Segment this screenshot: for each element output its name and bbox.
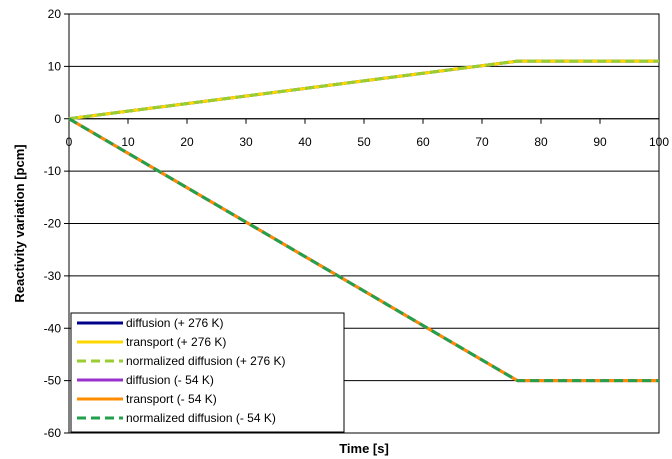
x-tick-label: 80 (534, 135, 548, 149)
x-axis: 0 10 20 30 40 50 60 70 80 90 100 (66, 118, 669, 149)
y-tick-label: -40 (44, 321, 62, 335)
legend-box (70, 312, 345, 433)
legend-label: transport (- 54 K) (126, 392, 217, 406)
legend-label: transport (+ 276 K) (126, 335, 226, 349)
legend-label: diffusion (+ 276 K) (126, 316, 224, 330)
x-tick-label: 40 (298, 135, 312, 149)
x-tick-label: 30 (239, 135, 253, 149)
legend: diffusion (+ 276 K) transport (+ 276 K) no… (70, 312, 345, 433)
y-axis-title: Reactivity variation [pcm] (12, 144, 27, 302)
y-tick-label: 10 (48, 59, 62, 73)
x-tick-label: 100 (649, 135, 669, 149)
y-axis: 20 10 0 -10 -20 -30 -40 -50 -60 (44, 7, 69, 440)
series-line-0 (68, 59, 659, 121)
y-tick-label: -20 (44, 217, 62, 231)
y-tick-label: -30 (44, 269, 62, 283)
legend-label: normalized diffusion (- 54 K) (126, 411, 276, 425)
series-layer (68, 59, 659, 383)
x-tick-label: 0 (66, 135, 73, 149)
series-line-5 (68, 117, 659, 383)
x-tick-label: 90 (593, 135, 607, 149)
x-tick-label: 60 (416, 135, 430, 149)
series-line-2 (68, 59, 659, 121)
y-tick-label: 0 (54, 112, 61, 126)
y-tick-label: -50 (44, 374, 62, 388)
legend-label: normalized diffusion (+ 276 K) (126, 354, 286, 368)
x-tick-label: 50 (357, 135, 371, 149)
x-tick-label: 70 (475, 135, 489, 149)
legend-label: diffusion (- 54 K) (126, 373, 214, 387)
x-tick-label: 10 (121, 135, 135, 149)
y-tick-label: 20 (48, 7, 62, 21)
x-tick-label: 20 (180, 135, 194, 149)
series-line-1 (68, 59, 659, 121)
y-tick-label: -10 (44, 164, 62, 178)
y-tick-label: -60 (44, 426, 62, 440)
x-axis-title: Time [s] (339, 441, 389, 456)
